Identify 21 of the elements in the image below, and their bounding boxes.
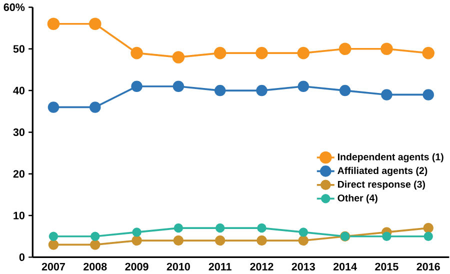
x-tick-label: 2015 — [375, 262, 398, 271]
legend-label: Direct response (3) — [338, 180, 425, 190]
x-tick-label: 2011 — [208, 262, 232, 271]
y-tick-label: 30 — [13, 128, 25, 136]
x-tick-label: 2008 — [84, 262, 107, 271]
legend-label: Affiliated agents (2) — [338, 166, 428, 176]
x-tick-label: 2014 — [333, 262, 357, 271]
x-tick-label: 2007 — [42, 262, 65, 271]
x-tick-label: 2013 — [292, 262, 315, 271]
y-tick-label: 60% — [4, 3, 25, 12]
x-tick-label: 2012 — [250, 262, 274, 271]
y-tick-label: 10 — [14, 212, 25, 220]
x-tick-label: 2009 — [125, 262, 148, 271]
y-tick-label: 40 — [13, 86, 25, 94]
x-tick-label: 2016 — [416, 262, 440, 271]
x-tick-label: 2010 — [166, 262, 190, 271]
legend-label: Other (4) — [338, 194, 378, 204]
y-tick-label: 0 — [19, 253, 25, 262]
y-tick-label: 50 — [13, 45, 25, 53]
legend-label: Independent agents (1) — [338, 153, 444, 162]
y-tick-label: 20 — [13, 170, 25, 178]
